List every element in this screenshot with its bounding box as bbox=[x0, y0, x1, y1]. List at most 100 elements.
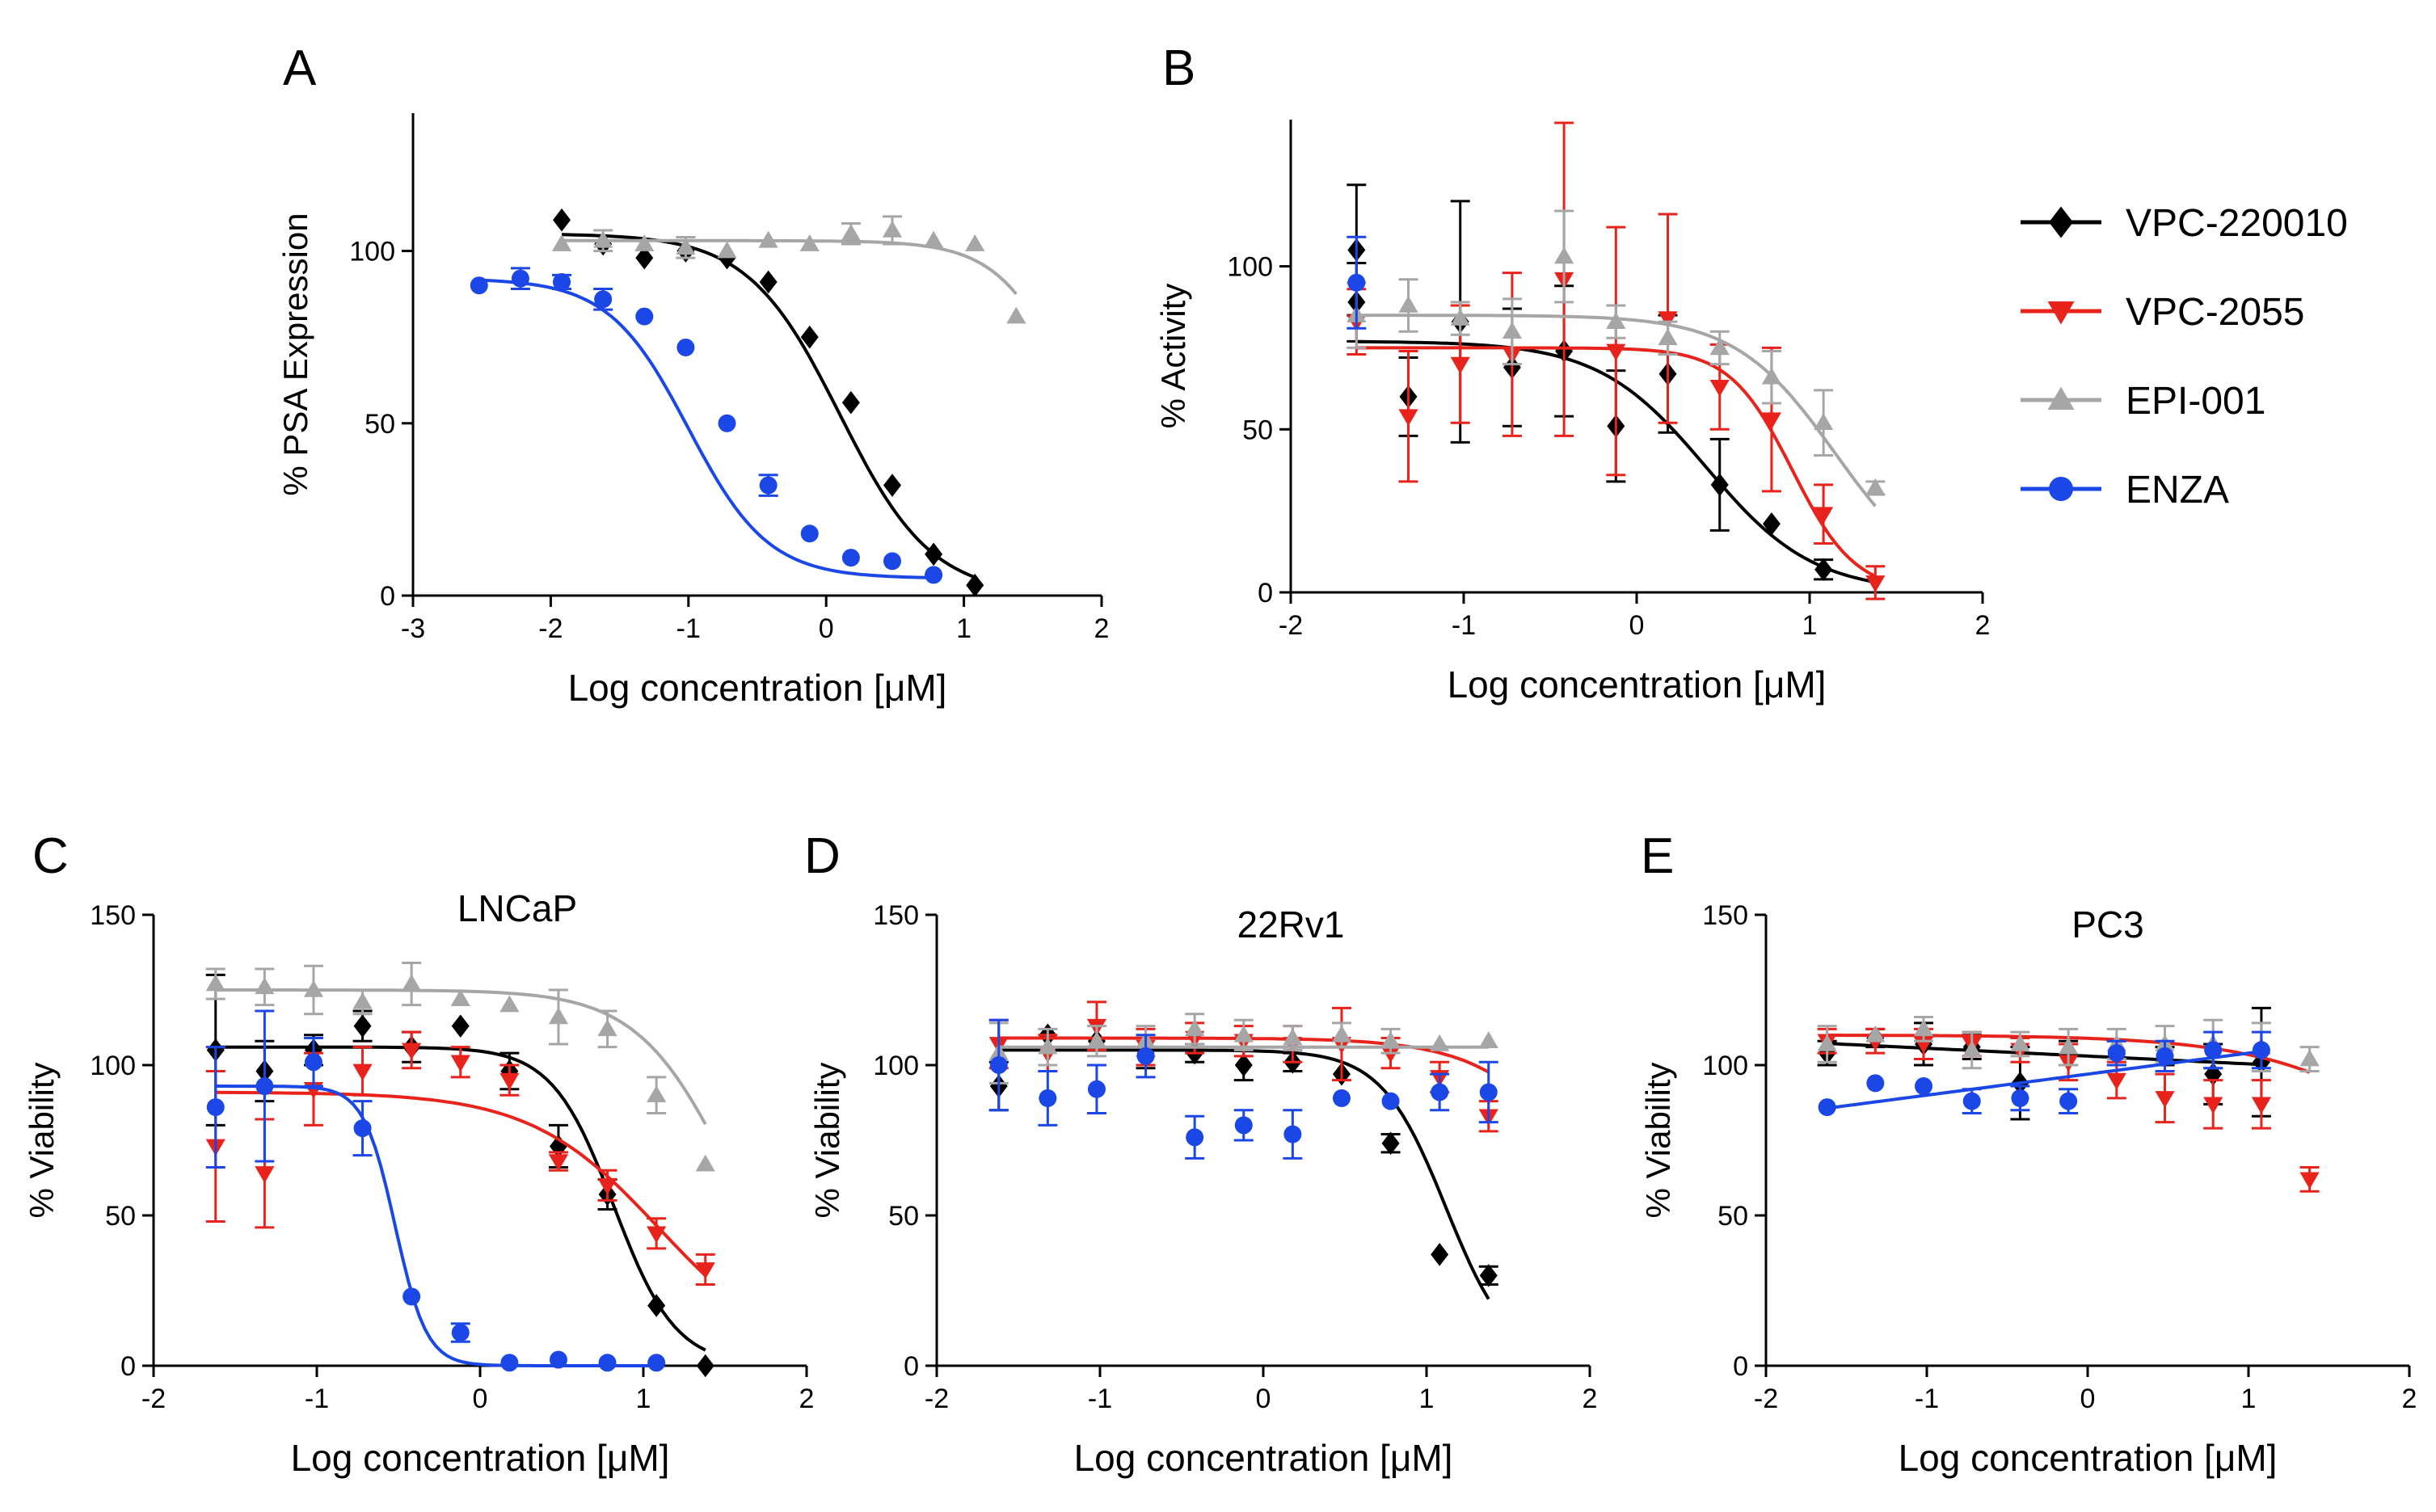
panel-b: B -2 -1 0 1 2 0 50 100 Log concentration [μM] % Ac… bbox=[1154, 40, 1990, 705]
data-point bbox=[647, 1294, 666, 1317]
y-axis-label: % PSA Expression bbox=[276, 213, 314, 495]
data-point bbox=[800, 524, 819, 543]
data-point bbox=[206, 1098, 225, 1117]
y-axis-label: % Viability bbox=[808, 1063, 846, 1219]
series-vpc-220010 bbox=[553, 208, 984, 597]
data-point bbox=[451, 1014, 470, 1038]
data-point bbox=[989, 1056, 1008, 1074]
y-tick-label: 100 bbox=[1702, 1051, 1748, 1081]
data-point bbox=[1450, 309, 1470, 326]
data-point bbox=[450, 989, 470, 1006]
data-point bbox=[353, 1014, 372, 1038]
data-point bbox=[1866, 1074, 1885, 1093]
x-tick-label: 0 bbox=[473, 1384, 488, 1414]
data-point bbox=[352, 992, 373, 1009]
panel-c: C LNCaP -2 -1 0 1 2 0 50 100 150 Log concentration … bbox=[23, 828, 814, 1479]
data-point bbox=[841, 549, 860, 567]
data-point bbox=[1398, 409, 1418, 427]
data-point bbox=[511, 269, 529, 288]
data-point bbox=[2203, 1097, 2223, 1114]
series-vpc-220010 bbox=[988, 1023, 1498, 1300]
x-tick-label: -1 bbox=[1452, 610, 1476, 641]
data-point bbox=[1502, 322, 1523, 339]
data-point bbox=[304, 1053, 322, 1072]
fit-curve-vpc-220010 bbox=[561, 233, 976, 579]
data-point bbox=[1865, 1025, 1886, 1042]
data-point bbox=[255, 977, 275, 995]
data-point bbox=[450, 1055, 470, 1072]
x-axis-label: Log concentration [μM] bbox=[1899, 1437, 2278, 1479]
data-point bbox=[1814, 507, 1834, 524]
data-point bbox=[2010, 1034, 2030, 1051]
data-point bbox=[1185, 1019, 1205, 1037]
data-point bbox=[759, 270, 778, 294]
data-point bbox=[553, 272, 571, 291]
data-point bbox=[352, 1063, 373, 1081]
data-point bbox=[717, 241, 737, 259]
data-point bbox=[759, 476, 778, 495]
data-point bbox=[647, 1354, 666, 1372]
legend-item-vpc-2055: VPC-2055 bbox=[2021, 291, 2304, 334]
data-point bbox=[1136, 1047, 1155, 1065]
data-point bbox=[695, 1154, 715, 1172]
series-vpc-2055 bbox=[1347, 121, 1886, 600]
data-point bbox=[1478, 1031, 1498, 1049]
x-tick-label: 0 bbox=[2080, 1384, 2096, 1414]
data-point bbox=[635, 246, 654, 270]
data-point bbox=[1283, 1125, 1302, 1143]
data-point bbox=[1814, 413, 1834, 431]
data-point bbox=[353, 1119, 372, 1138]
panel-e: E PC3 -2 -1 0 1 2 0 50 100 150 Log concentration [μ… bbox=[1639, 828, 2417, 1479]
data-point bbox=[1606, 312, 1626, 329]
data-point bbox=[1283, 1028, 1303, 1046]
data-point bbox=[841, 224, 861, 242]
data-point bbox=[1814, 558, 1833, 582]
panel-d: D 22Rv1 -2 -1 0 1 2 0 50 100 150 Log concentration … bbox=[804, 828, 1597, 1479]
data-point bbox=[635, 307, 654, 326]
data-point bbox=[470, 276, 488, 295]
series-enza bbox=[470, 267, 943, 584]
data-point bbox=[1233, 1025, 1254, 1042]
data-point bbox=[2204, 1041, 2223, 1059]
x-tick-label: -2 bbox=[925, 1384, 949, 1414]
data-point bbox=[593, 230, 613, 248]
data-point bbox=[1761, 367, 1782, 385]
series-enza bbox=[1347, 235, 1367, 330]
data-point bbox=[965, 234, 985, 251]
data-point bbox=[1479, 1264, 1498, 1287]
data-point bbox=[1039, 1089, 1057, 1107]
x-tick-label: 0 bbox=[1629, 610, 1645, 641]
data-point bbox=[2299, 1172, 2320, 1190]
x-tick-label: -1 bbox=[305, 1384, 329, 1414]
data-point bbox=[1450, 356, 1470, 374]
y-tick-label: 100 bbox=[1227, 252, 1273, 283]
data-point bbox=[594, 290, 613, 309]
series-enza bbox=[1818, 1030, 2271, 1117]
legend-label: ENZA bbox=[2126, 469, 2229, 512]
data-point bbox=[1347, 273, 1366, 292]
data-point bbox=[883, 474, 901, 497]
data-point bbox=[1086, 1031, 1107, 1049]
data-point bbox=[676, 338, 695, 356]
x-tick-label: 2 bbox=[799, 1384, 815, 1414]
data-point bbox=[1606, 343, 1626, 361]
data-point bbox=[1381, 1092, 1400, 1110]
series-vpc-2055 bbox=[205, 1030, 715, 1287]
data-point bbox=[1865, 478, 1886, 495]
data-point bbox=[1915, 1077, 1933, 1096]
y-tick-label: 100 bbox=[349, 237, 395, 267]
data-point bbox=[882, 220, 903, 238]
data-point bbox=[883, 552, 901, 571]
data-point bbox=[1380, 1031, 1401, 1049]
data-point bbox=[1331, 1025, 1352, 1042]
data-point bbox=[2299, 1049, 2320, 1067]
data-point bbox=[647, 1226, 667, 1244]
y-tick-label: 150 bbox=[1702, 900, 1748, 931]
x-tick-label: 2 bbox=[1975, 610, 1991, 641]
data-point bbox=[1913, 1019, 1934, 1037]
legend-marker bbox=[2047, 301, 2075, 325]
data-point bbox=[597, 1178, 617, 1195]
legend-marker bbox=[2049, 477, 2073, 501]
data-point bbox=[676, 238, 696, 255]
data-point bbox=[1554, 246, 1574, 264]
